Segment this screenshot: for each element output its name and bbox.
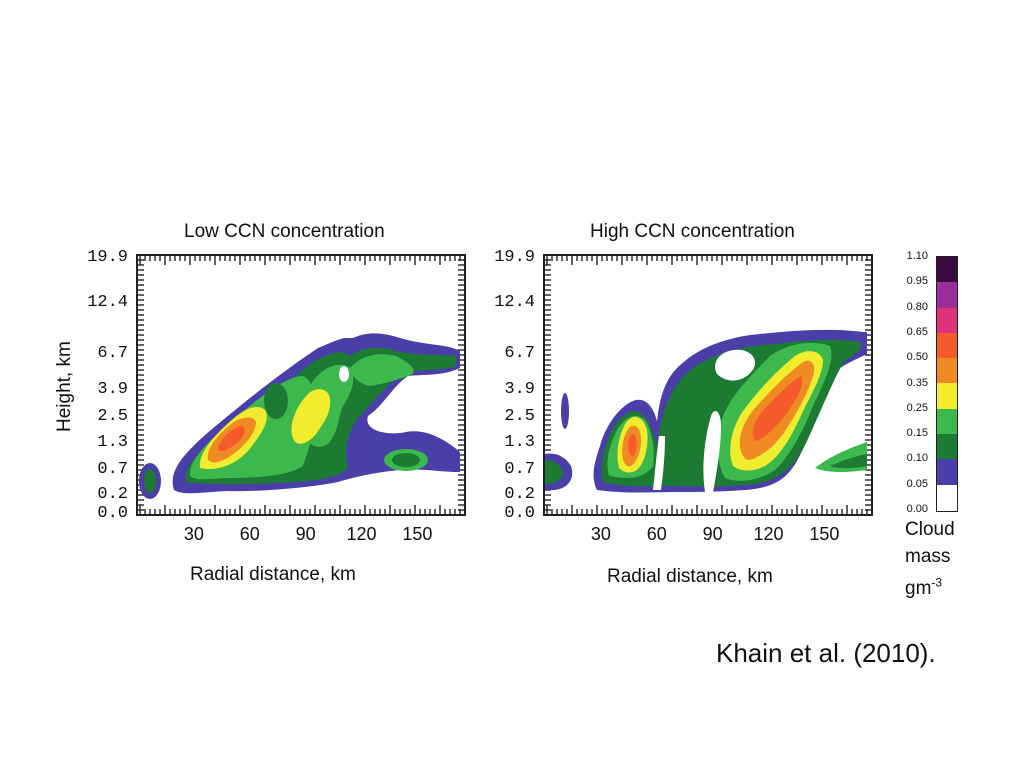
contour-0.00 (715, 349, 756, 381)
contour-0.10 (392, 453, 420, 467)
colorbar-tick-label: 0.35 (906, 376, 928, 389)
panel-title-high-ccn: High CCN concentration (590, 221, 795, 242)
panel-title-low-ccn: Low CCN concentration (184, 221, 385, 242)
y-tick-label: 19.9 (87, 248, 128, 267)
y-tick-label: 6.7 (97, 344, 128, 363)
colorbar-cell (937, 484, 957, 510)
colorbar-tick-label: 0.95 (906, 275, 928, 288)
x-tick-label: 30 (183, 524, 204, 544)
x-tick-label: 60 (239, 524, 260, 544)
x-tick-label: 120 (346, 524, 377, 544)
contour-0.00 (339, 366, 349, 382)
y-tick-label: 0.2 (97, 485, 128, 504)
citation: Khain et al. (2010). (716, 638, 936, 668)
y-tick-label: 0.0 (97, 504, 128, 523)
plot-high-ccn (543, 254, 873, 516)
colorbar-cell (937, 459, 957, 485)
y-axis-label: Height, km (54, 341, 75, 432)
x-tick-label: 90 (702, 524, 723, 544)
colorbar-title: Cloud mass gm-3 (905, 516, 955, 602)
x-tick-label: 60 (646, 524, 667, 544)
contour-0.10 (830, 454, 867, 469)
y-tick-label: 0.7 (504, 460, 535, 479)
contour-0.25 (291, 389, 331, 444)
y-tick-label: 2.5 (504, 407, 535, 426)
x-tick-label: 120 (753, 524, 784, 544)
colorbar-cell (937, 358, 957, 384)
colorbar-tick-label: 0.25 (906, 401, 928, 414)
y-tick-label: 0.7 (97, 460, 128, 479)
contour-0.00 (703, 411, 721, 492)
colorbar-cell (937, 257, 957, 283)
x-tick-label: 150 (809, 524, 840, 544)
colorbar-tick-label: 0.80 (906, 300, 928, 313)
colorbar-title-line: mass (905, 546, 951, 567)
colorbar-title-line: gm-3 (905, 576, 943, 600)
y-tick-label: 3.9 (97, 380, 128, 399)
colorbar (936, 256, 958, 512)
tick-marks (545, 256, 871, 514)
colorbar-tick-label: 0.15 (906, 427, 928, 440)
colorbar-cell (937, 282, 957, 308)
y-tick-label: 19.9 (494, 248, 535, 267)
tick-marks (138, 256, 464, 514)
x-tick-label: 90 (295, 524, 316, 544)
colorbar-cell (937, 408, 957, 435)
colorbar-cell (937, 307, 957, 333)
contour-0.50 (628, 434, 637, 457)
colorbar-tick-label: 1.10 (906, 250, 928, 262)
y-tick-label: 0.2 (504, 485, 535, 504)
y-tick-label: 1.3 (504, 433, 535, 452)
contour-0.05 (561, 393, 569, 429)
contour-0.15 (350, 354, 414, 386)
unit-exponent: -3 (931, 576, 943, 590)
colorbar-tick-label: 0.05 (906, 477, 928, 490)
colorbar-tick-label: 0.65 (906, 325, 928, 338)
y-tick-label: 0.0 (504, 504, 535, 523)
y-tick-label: 1.3 (97, 433, 128, 452)
y-tick-label: 2.5 (97, 407, 128, 426)
colorbar-tick-label: 0.10 (906, 452, 928, 465)
contour-0.10 (545, 460, 563, 484)
contour-0.00 (653, 436, 665, 490)
contour-0.50 (752, 376, 803, 441)
x-axis-label-left: Radial distance, km (190, 564, 356, 585)
y-tick-label: 3.9 (504, 380, 535, 399)
y-tick-label: 12.4 (87, 293, 128, 312)
colorbar-tick-label: 0.00 (906, 503, 928, 515)
colorbar-cell (937, 332, 957, 359)
colorbar-title-line: Cloud (905, 519, 955, 540)
contour-0.50 (218, 426, 245, 452)
colorbar-cell (937, 383, 957, 409)
y-tick-label: 6.7 (504, 344, 535, 363)
colorbar-cell (937, 434, 957, 460)
colorbar-tick-label: 0.50 (906, 351, 928, 364)
x-tick-label: 150 (402, 524, 433, 544)
contour-0.10 (264, 383, 288, 419)
x-tick-label: 30 (590, 524, 611, 544)
y-tick-label: 12.4 (494, 293, 535, 312)
contour-0.10 (144, 469, 156, 493)
plot-low-ccn (136, 254, 466, 516)
x-axis-label-right: Radial distance, km (607, 566, 773, 587)
